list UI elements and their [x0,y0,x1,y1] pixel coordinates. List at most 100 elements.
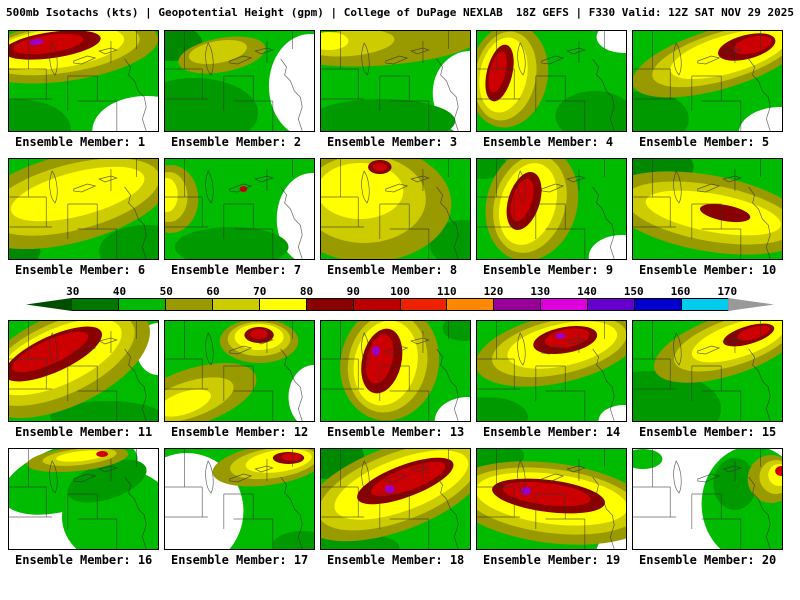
colorbar-segment [211,298,260,311]
ensemble-panel-11: Ensemble Member: 11 [8,320,159,439]
colorbar: 30 40 50 60 70 80 90 100 110 120 130 140 150 160 170 [26,285,774,311]
ensemble-member-label: Ensemble Member: 14 [483,425,621,439]
ensemble-member-label: Ensemble Member: 12 [171,425,309,439]
ensemble-member-label: Ensemble Member: 2 [171,135,302,149]
ensemble-panel-16: Ensemble Member: 16 [8,448,159,567]
ensemble-map-image [164,158,315,260]
colorbar-segment [634,298,683,311]
colorbar-tick: 40 [112,285,127,298]
colorbar-segment [681,298,730,311]
title-left: 500mb Isotachs (kts) | Geopotential Heig… [6,6,503,19]
title-right: 18Z GEFS | F330 Valid: 12Z SAT NOV 29 20… [515,6,794,19]
ensemble-member-label: Ensemble Member: 1 [15,135,146,149]
ensemble-row-2: Ensemble Member: 6 Ensemble Member: 7 Ense… [0,158,800,277]
colorbar-segment [493,298,542,311]
ensemble-panel-1: Ensemble Member: 1 [8,30,159,149]
ensemble-map-image [320,320,471,422]
ensemble-member-label: Ensemble Member: 3 [327,135,458,149]
ensemble-member-label: Ensemble Member: 15 [639,425,777,439]
ensemble-member-label: Ensemble Member: 9 [483,263,614,277]
colorbar-segment [399,298,448,311]
ensemble-panel-20: Ensemble Member: 20 [632,448,783,567]
colorbar-tick: 120 [483,285,504,298]
ensemble-member-label: Ensemble Member: 20 [639,553,777,567]
colorbar-segment [26,298,72,311]
colorbar-tick: 150 [623,285,644,298]
ensemble-member-label: Ensemble Member: 4 [483,135,614,149]
ensemble-member-label: Ensemble Member: 7 [171,263,302,277]
colorbar-segment [352,298,401,311]
ensemble-panel-8: Ensemble Member: 8 [320,158,471,277]
colorbar-tick: 80 [299,285,314,298]
ensemble-panel-3: Ensemble Member: 3 [320,30,471,149]
colorbar-ticks: 30 40 50 60 70 80 90 100 110 120 130 140 150 160 170 [26,285,774,298]
ensemble-panel-12: Ensemble Member: 12 [164,320,315,439]
ensemble-map-image [8,448,159,550]
ensemble-map-image [8,320,159,422]
ensemble-panel-6: Ensemble Member: 6 [8,158,159,277]
ensemble-panel-7: Ensemble Member: 7 [164,158,315,277]
ensemble-map-image [476,158,627,260]
ensemble-map-image [164,320,315,422]
ensemble-member-label: Ensemble Member: 8 [327,263,458,277]
ensemble-member-label: Ensemble Member: 13 [327,425,465,439]
ensemble-map-image [632,320,783,422]
ensemble-map-image [632,448,783,550]
title-bar: 500mb Isotachs (kts) | Geopotential Heig… [0,0,800,21]
ensemble-map-image [476,320,627,422]
ensemble-member-label: Ensemble Member: 17 [171,553,309,567]
colorbar-bar [26,298,774,311]
ensemble-map-image [632,30,783,132]
ensemble-panel-14: Ensemble Member: 14 [476,320,627,439]
ensemble-panel-9: Ensemble Member: 9 [476,158,627,277]
ensemble-member-label: Ensemble Member: 5 [639,135,770,149]
ensemble-map-image [632,158,783,260]
colorbar-tick: 110 [436,285,457,298]
ensemble-panel-13: Ensemble Member: 13 [320,320,471,439]
ensemble-member-label: Ensemble Member: 6 [15,263,146,277]
colorbar-segment [305,298,354,311]
ensemble-panel-4: Ensemble Member: 4 [476,30,627,149]
ensemble-member-label: Ensemble Member: 11 [15,425,153,439]
ensemble-map-image [8,158,159,260]
colorbar-tick: 30 [66,285,80,298]
colorbar-segment [587,298,636,311]
ensemble-panel-10: Ensemble Member: 10 [632,158,783,277]
ensemble-row-1: Ensemble Member: 1 Ensemble Member: 2 Ense… [0,30,800,149]
colorbar-segment [117,298,166,311]
ensemble-map-image [8,30,159,132]
colorbar-tick: 160 [670,285,691,298]
colorbar-tick: 90 [346,285,360,298]
colorbar-tick: 140 [577,285,597,298]
ensemble-map-image [320,448,471,550]
ensemble-map-image [164,448,315,550]
ensemble-panel-5: Ensemble Member: 5 [632,30,783,149]
colorbar-segment [164,298,213,311]
ensemble-map-image [320,158,471,260]
ensemble-row-3: Ensemble Member: 11 Ensemble Member: 12 En… [0,320,800,439]
ensemble-map-image [476,448,627,550]
ensemble-panel-18: Ensemble Member: 18 [320,448,471,567]
colorbar-tick: 60 [206,285,220,298]
ensemble-panel-19: Ensemble Member: 19 [476,448,627,567]
ensemble-member-label: Ensemble Member: 16 [15,553,153,567]
colorbar-tick: 50 [159,285,173,298]
colorbar-tick: 170 [717,285,738,298]
colorbar-tick: 100 [390,285,410,298]
ensemble-map-image [476,30,627,132]
ensemble-map-image [164,30,315,132]
ensemble-member-label: Ensemble Member: 10 [639,263,777,277]
colorbar-segment [258,298,307,311]
ensemble-panel-2: Ensemble Member: 2 [164,30,315,149]
colorbar-segment [70,298,119,311]
ensemble-map-image [320,30,471,132]
colorbar-segment [540,298,589,311]
colorbar-tick: 130 [530,285,551,298]
ensemble-row-4: Ensemble Member: 16 Ensemble Member: 17 En… [0,448,800,567]
ensemble-member-label: Ensemble Member: 19 [483,553,621,567]
ensemble-member-label: Ensemble Member: 18 [327,553,465,567]
ensemble-panel-15: Ensemble Member: 15 [632,320,783,439]
colorbar-tick: 70 [253,285,267,298]
colorbar-segment [446,298,495,311]
colorbar-segment [728,298,774,311]
